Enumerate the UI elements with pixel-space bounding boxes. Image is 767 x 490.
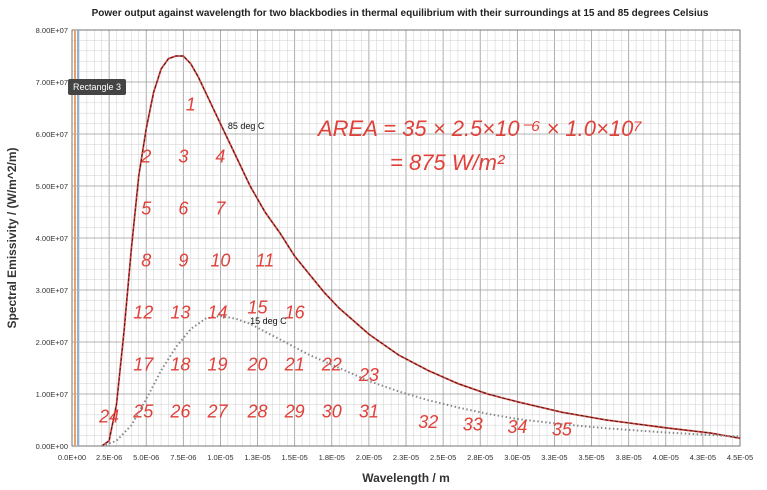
left-strip-lines bbox=[74, 30, 79, 446]
curve-label-15: 15 deg C bbox=[250, 316, 287, 326]
square-number: 34 bbox=[507, 417, 527, 437]
square-number: 11 bbox=[256, 251, 275, 271]
square-number: 14 bbox=[207, 303, 227, 323]
square-number: 23 bbox=[358, 365, 379, 385]
square-number: 24 bbox=[98, 407, 119, 427]
x-tick-label: 5.0E-06 bbox=[133, 453, 159, 462]
x-tick-label: 2.8E-05 bbox=[467, 453, 493, 462]
square-number: 8 bbox=[141, 251, 151, 271]
x-tick-label: 3.5E-05 bbox=[578, 453, 604, 462]
x-tick-label: 1.5E-05 bbox=[282, 453, 308, 462]
y-axis-title: Spectral Emissivity / (W/m^2/m) bbox=[5, 147, 19, 328]
square-number: 19 bbox=[207, 355, 227, 375]
square-number: 28 bbox=[247, 401, 268, 421]
x-tick-label: 0.0E+00 bbox=[58, 453, 86, 462]
square-number: 35 bbox=[552, 420, 573, 440]
x-tick-label: 1.3E-05 bbox=[244, 453, 270, 462]
square-number: 13 bbox=[170, 303, 190, 323]
area-annotation-line1: AREA = 35 × 2.5×10⁻⁶ × 1.0×10⁷ bbox=[316, 116, 642, 141]
x-tick-label: 2.0E-05 bbox=[356, 453, 382, 462]
rectangle-3-background bbox=[68, 79, 126, 95]
y-tick-label: 7.00E+07 bbox=[36, 78, 68, 87]
y-tick-label: 4.00E+07 bbox=[36, 234, 68, 243]
square-number: 6 bbox=[178, 199, 189, 219]
square-number: 25 bbox=[132, 401, 154, 421]
square-number: 33 bbox=[463, 414, 483, 434]
x-tick-label: 1.0E-05 bbox=[207, 453, 233, 462]
square-number: 26 bbox=[169, 401, 191, 421]
x-tick-label: 4.0E-05 bbox=[653, 453, 679, 462]
rectangle-3-tooltip: Rectangle 3 bbox=[68, 79, 126, 95]
plot-frame bbox=[71, 29, 741, 447]
series-layer bbox=[101, 55, 741, 447]
x-tick-label: 1.8E-05 bbox=[319, 453, 345, 462]
square-number: 1 bbox=[186, 95, 196, 115]
y-tick-label: 6.00E+07 bbox=[36, 130, 68, 139]
square-number: 21 bbox=[284, 355, 305, 375]
x-tick-label: 3.0E-05 bbox=[504, 453, 530, 462]
x-tick-label: 2.5E-05 bbox=[430, 453, 456, 462]
square-number: 32 bbox=[418, 412, 438, 432]
chart-title: Power output against wavelength for two … bbox=[92, 8, 709, 19]
square-number: 20 bbox=[247, 355, 268, 375]
square-number: 29 bbox=[284, 401, 305, 421]
square-number: 17 bbox=[133, 355, 154, 375]
y-tick-label: 8.00E+07 bbox=[36, 26, 68, 35]
square-number: 10 bbox=[210, 251, 230, 271]
rectangle-3-label: Rectangle 3 bbox=[73, 82, 121, 92]
x-tick-label: 4.3E-05 bbox=[690, 453, 716, 462]
series-line-85-dashed bbox=[101, 55, 741, 447]
square-number: 2 bbox=[140, 147, 151, 167]
square-number: 3 bbox=[178, 147, 188, 167]
series-line-15 bbox=[101, 314, 741, 447]
grid-lines bbox=[71, 29, 741, 447]
x-tick-label: 4.5E-05 bbox=[727, 453, 753, 462]
square-number: 18 bbox=[170, 355, 190, 375]
square-number: 5 bbox=[141, 199, 152, 219]
square-number: 12 bbox=[133, 303, 153, 323]
square-number: 31 bbox=[359, 401, 379, 421]
x-axis-title: Wavelength / m bbox=[362, 471, 450, 485]
y-tick-label: 3.00E+07 bbox=[36, 286, 68, 295]
y-tick-label: 0.00E+00 bbox=[36, 442, 68, 451]
y-tick-label: 1.00E+07 bbox=[36, 390, 68, 399]
square-number: 27 bbox=[206, 401, 228, 421]
y-tick-label: 5.00E+07 bbox=[36, 182, 68, 191]
x-tick-label: 2.5E-06 bbox=[96, 453, 122, 462]
x-tick-labels: 0.0E+00 2.5E-06 5.0E-06 7.5E-06 1.0E-05 1.3E-… bbox=[58, 453, 753, 462]
x-tick-label: 3.3E-05 bbox=[541, 453, 567, 462]
x-tick-label: 7.5E-06 bbox=[170, 453, 196, 462]
square-number: 22 bbox=[321, 355, 342, 375]
y-tick-label: 2.00E+07 bbox=[36, 338, 68, 347]
square-number: 15 bbox=[248, 297, 269, 317]
x-tick-label: 2.3E-05 bbox=[393, 453, 419, 462]
area-annotation-line2: = 875 W/m² bbox=[390, 150, 505, 175]
curve-label-85: 85 deg C bbox=[228, 121, 265, 131]
square-number: 7 bbox=[215, 199, 226, 219]
square-number: 30 bbox=[322, 401, 342, 421]
square-number: 16 bbox=[285, 303, 306, 323]
y-tick-labels: 0.00E+00 1.00E+07 2.00E+07 3.00E+07 4.00E+07… bbox=[36, 26, 68, 451]
x-tick-label: 3.8E-05 bbox=[616, 453, 642, 462]
square-number: 9 bbox=[178, 251, 188, 271]
square-number: 4 bbox=[215, 147, 225, 167]
